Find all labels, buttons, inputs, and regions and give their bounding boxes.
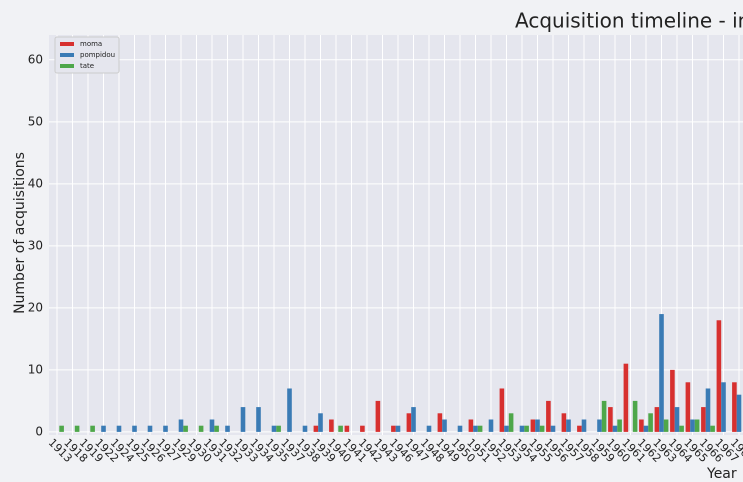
bar (313, 425, 319, 432)
bar (406, 413, 412, 432)
bar (116, 425, 122, 432)
bar (663, 419, 669, 432)
bar (612, 425, 618, 432)
bar (101, 425, 106, 432)
bar (209, 419, 215, 432)
bar (597, 419, 602, 432)
legend: moma pompidou tate (54, 36, 120, 74)
bar (198, 425, 204, 432)
bar (391, 425, 396, 432)
bar (59, 425, 64, 432)
bar (608, 407, 613, 432)
bar (546, 400, 551, 432)
bar (694, 419, 700, 432)
y-tick-label: 40 (28, 176, 43, 190)
bar (659, 314, 664, 432)
bar (519, 425, 525, 432)
bar (721, 382, 726, 432)
bar (276, 425, 281, 432)
bar (147, 425, 153, 432)
bar (240, 407, 246, 432)
legend-label: tate (80, 62, 94, 70)
bar (90, 425, 95, 432)
bar (163, 425, 168, 432)
bar (426, 425, 432, 432)
y-axis-label: Number of acquisitions (12, 152, 28, 314)
bar (623, 363, 629, 432)
bar (302, 425, 308, 432)
bar (632, 400, 638, 432)
bar (338, 425, 343, 432)
bar (539, 425, 545, 432)
bar (679, 425, 684, 432)
y-tick-label: 20 (28, 300, 43, 314)
bar (566, 419, 571, 432)
bar (716, 320, 722, 432)
bar (504, 425, 509, 432)
bar (535, 419, 540, 432)
bar (617, 419, 622, 432)
bar (214, 425, 219, 432)
bar (225, 425, 230, 432)
bar (468, 419, 474, 432)
bar (344, 425, 350, 432)
bar (395, 425, 401, 432)
bar (701, 407, 706, 432)
bar (74, 425, 80, 432)
legend-swatch (60, 42, 74, 46)
bar (639, 419, 644, 432)
y-tick-label: 30 (28, 238, 43, 252)
bar (375, 400, 381, 432)
bar (411, 407, 416, 432)
y-tick-label: 60 (28, 52, 43, 66)
bar (256, 407, 261, 432)
bars (59, 314, 742, 432)
bar (524, 425, 529, 432)
bar (442, 419, 447, 432)
legend-swatch (60, 64, 74, 68)
y-tick-label: 0 (35, 424, 43, 438)
bar (329, 419, 334, 432)
x-axis-label: Year (706, 466, 737, 482)
legend-label: moma (80, 40, 102, 48)
bar (499, 388, 505, 432)
bar (601, 400, 607, 432)
bar (488, 419, 494, 432)
bar (183, 425, 188, 432)
legend-label: pompidou (80, 51, 115, 59)
bar (670, 369, 675, 432)
bar (473, 425, 478, 432)
bar (732, 382, 737, 432)
y-tick-label: 50 (28, 114, 43, 128)
bar (705, 388, 711, 432)
bar (318, 413, 323, 432)
bar (685, 382, 691, 432)
bar (457, 425, 463, 432)
bar (643, 425, 649, 432)
chart-title: Acquisition timeline - inc (515, 9, 743, 33)
bar (530, 419, 536, 432)
bar (577, 425, 582, 432)
plot-area (49, 35, 743, 435)
bar (477, 425, 483, 432)
bar (674, 407, 680, 432)
bar (508, 413, 514, 432)
bar (178, 419, 184, 432)
bar (561, 413, 567, 432)
bar (132, 425, 137, 432)
bar (360, 425, 365, 432)
bar (736, 394, 742, 432)
bar (581, 419, 587, 432)
legend-swatch (60, 53, 74, 57)
bar (287, 388, 292, 432)
bar (710, 425, 715, 432)
bar (550, 425, 556, 432)
bar (654, 407, 660, 432)
bar (690, 419, 695, 432)
y-tick-label: 10 (28, 362, 43, 376)
bar (437, 413, 443, 432)
bar (648, 413, 653, 432)
bar (271, 425, 277, 432)
